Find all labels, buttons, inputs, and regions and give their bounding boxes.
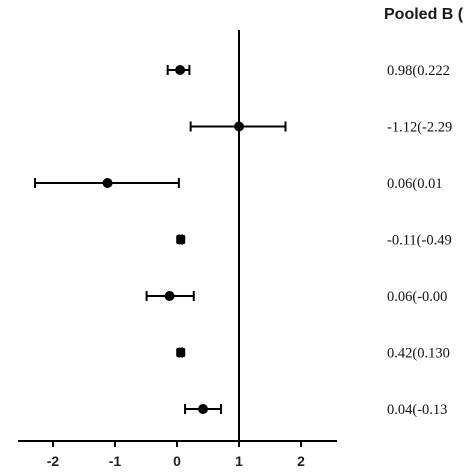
estimate-marker-square xyxy=(176,235,186,244)
x-tick-label: -1 xyxy=(109,453,122,469)
x-axis-ticks: -2 -1 0 1 2 xyxy=(47,441,305,469)
forest-row xyxy=(145,291,195,301)
estimate-marker-square xyxy=(176,348,186,357)
forest-row xyxy=(189,121,287,132)
estimate-marker-circle xyxy=(102,178,113,188)
estimate-label: 0.06(0.01 xyxy=(387,176,443,192)
x-tick-label: -2 xyxy=(47,453,60,469)
estimate-label: 0.06(-0.00 xyxy=(387,289,447,305)
estimate-labels: 0.98(0.222 -1.12(-2.29 0.06(0.01 -0.11(-0.4… xyxy=(387,63,452,418)
forest-row xyxy=(176,347,186,358)
forest-row xyxy=(184,404,223,414)
forest-rows xyxy=(34,65,287,414)
estimates-column-header: Pooled B ( xyxy=(384,6,464,23)
estimate-marker-circle xyxy=(198,404,209,414)
x-tick-label: 2 xyxy=(297,453,305,469)
x-tick-label: 0 xyxy=(173,453,181,469)
forest-row xyxy=(166,65,191,75)
forest-row xyxy=(34,178,180,188)
estimate-label: -1.12(-2.29 xyxy=(387,120,452,136)
estimate-label: 0.98(0.222 xyxy=(387,63,450,79)
estimate-label: 0.42(0.130 xyxy=(387,346,450,362)
x-tick-label: 1 xyxy=(235,453,243,469)
estimate-label: -0.11(-0.49 xyxy=(387,233,452,249)
estimate-marker-circle xyxy=(175,65,186,75)
estimate-marker-circle xyxy=(164,291,175,301)
forest-row xyxy=(176,234,186,245)
estimate-label: 0.04(-0.13 xyxy=(387,402,447,418)
estimate-marker-circle xyxy=(234,121,244,132)
